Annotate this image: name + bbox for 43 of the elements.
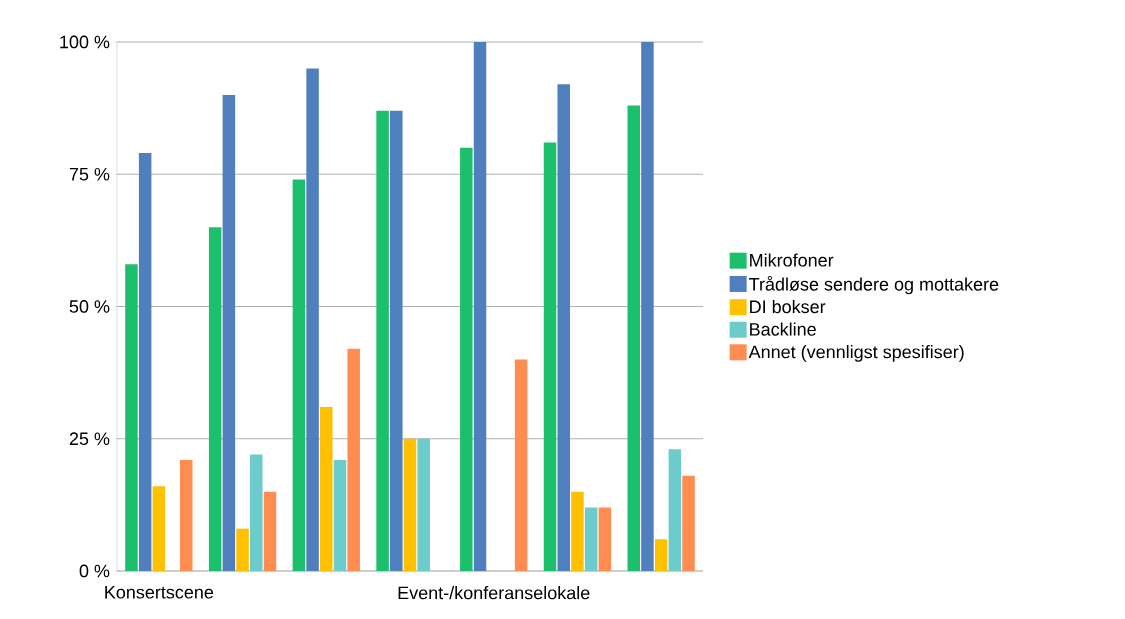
y-tick-label: 25 % <box>69 432 110 446</box>
bar <box>641 42 654 571</box>
legend-label: DI bokser <box>750 299 826 314</box>
bar <box>627 105 640 571</box>
bar <box>236 528 249 571</box>
bar <box>292 179 306 571</box>
y-tick-label: 0 % <box>79 564 110 578</box>
bar <box>152 486 166 571</box>
bar <box>403 438 417 571</box>
bar <box>138 153 152 571</box>
bar <box>654 539 668 571</box>
x-tick-label: Konsertscene <box>105 586 214 599</box>
y-tick-label: 50 % <box>69 300 110 313</box>
legend-label: Annet (vennligst spesifiser) <box>748 345 964 362</box>
bar <box>668 449 682 571</box>
bar <box>208 227 222 571</box>
y-tick-label: 75 % <box>69 167 110 181</box>
bar <box>180 459 193 571</box>
bar <box>376 110 389 571</box>
bar <box>417 438 430 571</box>
bar <box>347 348 360 571</box>
bar <box>460 147 473 571</box>
y-tick-label: 100 % <box>60 35 110 49</box>
bar <box>390 110 403 571</box>
bar <box>584 507 598 571</box>
bar <box>263 491 277 571</box>
x-tick-label: Event-/konferanselokale <box>398 586 590 600</box>
bar <box>598 507 612 571</box>
bar <box>514 359 528 571</box>
bar <box>557 84 570 571</box>
bar <box>571 491 584 571</box>
legend-label: Backline <box>750 322 816 336</box>
bar <box>306 68 319 571</box>
legend-label: Mikrofoner <box>750 253 834 267</box>
bar <box>473 42 487 571</box>
bar <box>250 454 263 571</box>
bar <box>222 94 236 571</box>
bar <box>543 142 557 571</box>
bar <box>320 407 333 571</box>
legend-label: Trådløse sendere og mottakere <box>749 275 999 295</box>
bar <box>125 264 138 571</box>
bar <box>333 459 347 571</box>
bar <box>682 475 695 571</box>
